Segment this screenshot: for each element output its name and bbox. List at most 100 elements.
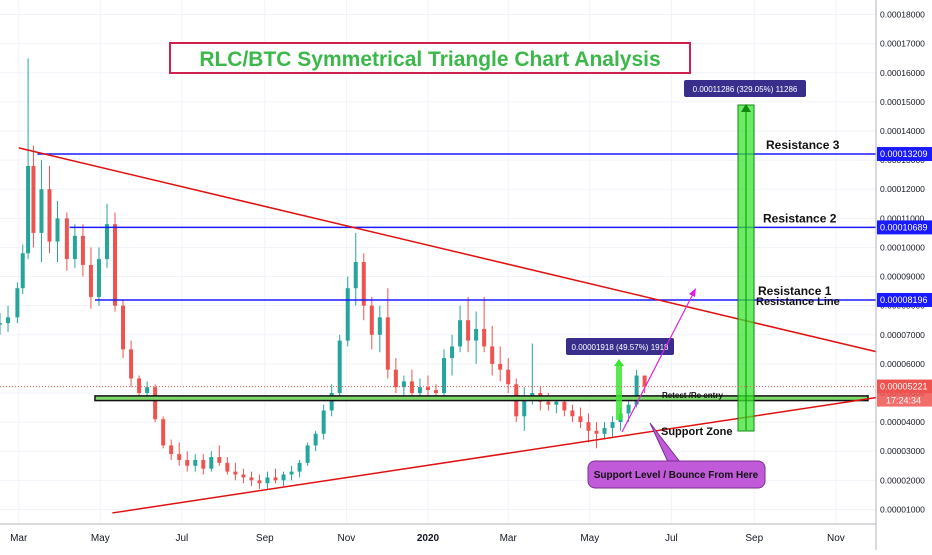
x-tick-label: Mar: [10, 533, 28, 544]
candle-body: [153, 387, 158, 420]
current-price-label: 0.00005221: [880, 382, 928, 392]
candle-body: [193, 459, 198, 466]
y-tick-label: 0.00003000: [880, 446, 925, 456]
y-tick-label: 0.00001000: [880, 504, 925, 514]
x-axis-band: [0, 524, 932, 550]
y-tick-label: 0.00014000: [880, 126, 925, 136]
candle-body: [546, 401, 551, 405]
candle-body: [145, 387, 150, 393]
candle-body: [129, 349, 134, 379]
candle-body: [329, 393, 334, 411]
x-tick-label: Nov: [337, 533, 355, 544]
x-tick-label: May: [580, 533, 599, 544]
candle-body: [47, 189, 52, 242]
x-tick-label: Sep: [745, 533, 763, 544]
y-tick-label: 0.00018000: [880, 10, 925, 20]
candle-body: [161, 419, 166, 446]
candle-body: [31, 165, 36, 233]
support-zone-label: Support Zone: [661, 426, 733, 438]
resistance-levels: Resistance 3 Resistance 2 Resistance 1: [37, 138, 876, 301]
target-arrow-line: [621, 291, 695, 433]
x-tick-label: Jul: [175, 533, 188, 544]
candle-body: [642, 375, 647, 387]
candle-body: [137, 378, 142, 393]
candle-body: [634, 375, 639, 405]
candle-body: [425, 387, 430, 391]
candle-body: [177, 454, 182, 460]
candle-body: [602, 427, 607, 434]
candle-body: [570, 410, 575, 417]
price-tag: [877, 147, 932, 162]
candle-body: [20, 253, 25, 289]
candle-body: [450, 346, 455, 359]
title-box: [169, 42, 691, 74]
candle-body: [241, 474, 246, 478]
candle-body: [594, 430, 599, 434]
candle-body: [442, 358, 447, 393]
resistance-line-label: Resistance Line: [756, 296, 840, 308]
candle-body: [39, 189, 44, 233]
candle-body: [337, 340, 342, 393]
candle-body: [217, 457, 222, 463]
x-tick-label: Nov: [827, 533, 845, 544]
candle-body: [209, 457, 214, 469]
candle-body: [257, 480, 262, 484]
measure-large-label: 0.00011286 (329.05%) 11286: [693, 85, 798, 94]
y-tick-label: 0.00015000: [880, 97, 925, 107]
measure-small-box: [566, 338, 674, 355]
candle-body: [281, 474, 286, 481]
y-tick-label: 0.00002000: [880, 475, 925, 485]
annotations: Resistance Line Retest /Re entry Support Z…: [0, 296, 876, 489]
candle-body: [72, 235, 77, 260]
y-axis-band: [876, 0, 932, 524]
x-tick-label: 2020: [417, 533, 440, 544]
breakout-bar: [616, 363, 622, 420]
candle-body: [6, 317, 11, 324]
grid: [0, 0, 876, 524]
candle-body: [104, 224, 109, 260]
candle-body: [433, 390, 438, 393]
candle-body: [369, 305, 374, 335]
candle-body: [554, 401, 559, 405]
measure-tools: 0.00011286 (329.05%) 11286 0.00001918 (49…: [566, 80, 806, 433]
candle-body: [55, 218, 60, 242]
candle-body: [313, 433, 318, 446]
candle-body: [26, 165, 31, 254]
candle-body: [201, 459, 206, 469]
resistance-label: Resistance 1: [758, 284, 832, 298]
retest-label: Retest /Re entry: [662, 391, 723, 400]
candle-body: [249, 477, 254, 481]
candle-body: [289, 471, 294, 475]
candle-body: [626, 404, 631, 414]
candle-body: [0, 323, 2, 325]
candle-body: [401, 381, 406, 388]
price-tag-label: 0.00010689: [880, 222, 928, 232]
measure-small-label: 0.00001918 (49.57%) 1918: [572, 343, 670, 352]
chart-title-group: RLC/BTC Symmetrical Triangle Chart Analy…: [169, 42, 691, 74]
trend-line: [18, 147, 877, 353]
countdown-label: 17:24:34: [886, 396, 921, 406]
candle-body: [273, 477, 278, 481]
projection-arrow-head: [741, 104, 751, 112]
x-axis: Mar May Jul Sep Nov 2020 Mar May Jul Sep Nov: [0, 523, 932, 550]
candle-body: [88, 264, 93, 297]
candle-body: [474, 328, 479, 341]
y-tick-label: 0.00006000: [880, 359, 925, 369]
candle-body: [490, 346, 495, 364]
breakout-arrow-head: [614, 359, 624, 366]
y-axis: 0.00018000 0.00017000 0.00016000 0.00015000…: [875, 0, 932, 550]
resistance-label: Resistance 2: [763, 211, 837, 225]
y-tick-label: 0.00010000: [880, 242, 925, 252]
candle-body: [361, 262, 366, 306]
current-price-tag: [877, 379, 932, 394]
candle-body: [15, 288, 20, 318]
chart-title: RLC/BTC Symmetrical Triangle Chart Analy…: [199, 48, 660, 71]
x-tick-label: Mar: [500, 533, 518, 544]
x-tick-label: Jul: [665, 533, 678, 544]
callout-box: [587, 460, 766, 489]
candle-body: [393, 369, 398, 388]
candle-body: [458, 320, 463, 347]
candle-body: [610, 422, 615, 428]
